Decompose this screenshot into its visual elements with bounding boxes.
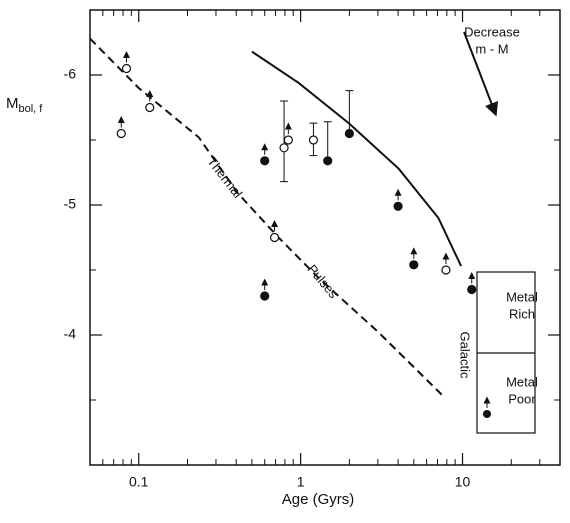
y-tick-label: -6 <box>64 66 77 82</box>
y-label-sub: bol, f <box>19 103 44 115</box>
filled-point <box>260 156 270 166</box>
open-point <box>308 135 319 145</box>
rich-label-1: Metal <box>506 289 538 304</box>
solid-line <box>251 50 463 267</box>
open-point <box>279 143 289 153</box>
distance-label: m - M <box>475 41 508 56</box>
x-tick-label: 0.1 <box>129 474 149 490</box>
decrease-arrow <box>463 31 499 117</box>
filled-point <box>409 260 419 270</box>
decrease-label: Decrease <box>464 24 520 39</box>
error-bar <box>323 121 332 161</box>
rich-label-2: Rich <box>509 306 535 321</box>
open-point <box>121 63 132 74</box>
error-bar <box>345 90 354 134</box>
filled-point <box>467 284 477 295</box>
y-label-main: M <box>6 95 19 112</box>
x-axis-label: Age (Gyrs) <box>282 491 355 508</box>
poor-label-1: Metal <box>506 374 538 389</box>
filled-point <box>323 156 333 166</box>
open-point <box>145 102 155 113</box>
filled-point <box>260 291 270 301</box>
plot-frame <box>89 9 561 466</box>
y-tick-label: -5 <box>64 196 77 212</box>
legend-marker <box>483 410 491 418</box>
dashed-line <box>89 37 444 397</box>
pulses-label: Pulses <box>305 262 342 302</box>
thermal-label: Thermal <box>204 154 245 201</box>
filled-point <box>393 201 403 211</box>
galactic-label: Galactic <box>458 332 473 379</box>
open-point <box>269 232 280 243</box>
open-point <box>441 265 451 275</box>
filled-point <box>344 128 354 139</box>
poor-label-2: Poor <box>508 391 536 406</box>
open-point <box>283 135 293 145</box>
x-tick-label: 10 <box>455 474 471 490</box>
y-tick-label: -4 <box>64 326 77 342</box>
y-axis-label: Mbol, f <box>6 95 43 115</box>
x-tick-label: 1 <box>297 474 305 490</box>
open-point <box>116 128 126 139</box>
